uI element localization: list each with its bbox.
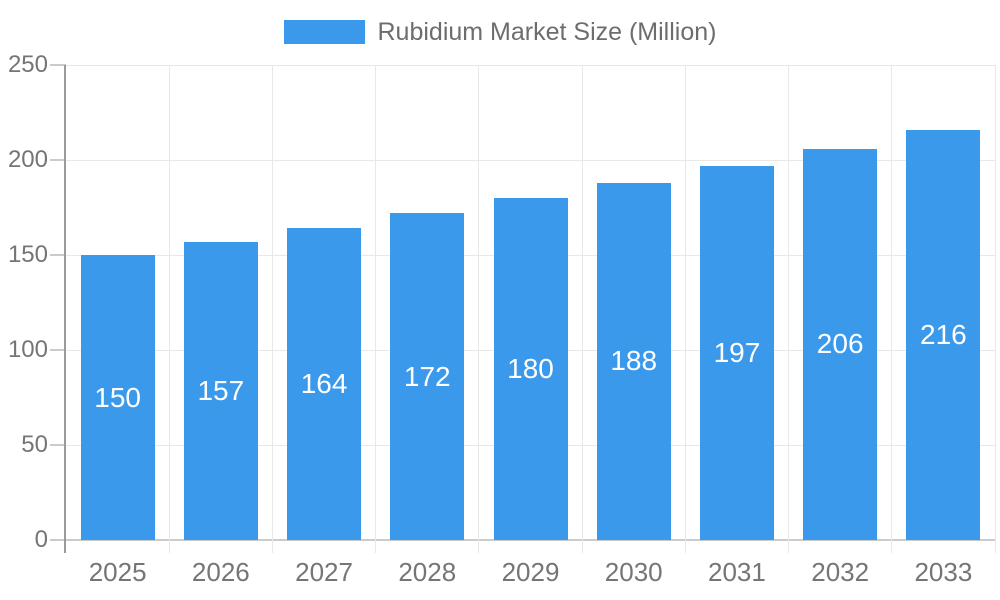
bar-value-label: 188	[610, 345, 658, 377]
bar-value-label: 216	[920, 318, 967, 350]
x-axis-label: 2029	[501, 557, 560, 587]
legend-swatch	[283, 20, 365, 44]
bar[interactable]: 172	[390, 213, 465, 540]
bar[interactable]: 206	[803, 148, 878, 540]
bar-value-label: 164	[300, 368, 348, 400]
gridline-vertical	[375, 65, 377, 553]
legend-label: Rubidium Market Size (Million)	[377, 17, 717, 46]
gridline-vertical	[891, 65, 893, 553]
bar-value-label: 206	[816, 328, 864, 360]
gridline-horizontal	[66, 64, 995, 66]
bar[interactable]: 180	[493, 198, 568, 540]
x-axis-label: 2028	[398, 557, 457, 587]
y-axis-tick	[50, 159, 66, 161]
gridline-vertical	[581, 65, 583, 553]
x-axis-label: 2026	[191, 557, 250, 587]
x-axis-label: 2027	[295, 557, 353, 587]
gridline-vertical	[271, 65, 273, 553]
legend[interactable]: Rubidium Market Size (Million)	[0, 17, 1000, 47]
gridline-vertical	[994, 65, 996, 553]
bar[interactable]: 188	[596, 182, 671, 540]
x-axis-label: 2032	[811, 557, 870, 587]
y-axis-line	[64, 65, 66, 553]
bar-value-label: 180	[507, 353, 554, 384]
y-axis-label: 50	[21, 431, 48, 458]
gridline-vertical	[684, 65, 686, 553]
x-axis-label: 2030	[604, 557, 663, 587]
bar[interactable]: 216	[906, 129, 981, 540]
y-axis-label: 250	[7, 51, 48, 78]
y-axis-tick	[50, 254, 66, 256]
bar-value-label: 172	[403, 360, 451, 392]
bar-value-label: 150	[94, 381, 141, 413]
gridline-vertical	[478, 65, 480, 553]
bar[interactable]: 157	[183, 241, 258, 540]
bar-value-label: 157	[197, 374, 245, 406]
gridline-horizontal	[66, 159, 995, 161]
x-axis-label: 2033	[914, 557, 973, 587]
y-axis-tick	[50, 444, 66, 446]
bar-value-label: 197	[713, 336, 761, 368]
x-axis-label: 2031	[708, 557, 766, 587]
gridline-horizontal	[66, 539, 995, 541]
y-axis-label: 200	[7, 146, 48, 173]
y-axis-label: 100	[7, 336, 48, 363]
y-axis-tick	[50, 349, 66, 351]
bar[interactable]: 164	[287, 228, 362, 540]
x-axis-label: 2025	[88, 557, 147, 587]
bar[interactable]: 150	[80, 255, 155, 540]
y-axis-tick	[50, 539, 66, 541]
gridline-vertical	[168, 65, 170, 553]
y-axis-label: 0	[34, 526, 48, 553]
y-axis-label: 150	[7, 241, 48, 268]
gridline-vertical	[788, 65, 790, 553]
bar[interactable]: 197	[699, 165, 774, 540]
y-axis-tick	[50, 64, 66, 66]
